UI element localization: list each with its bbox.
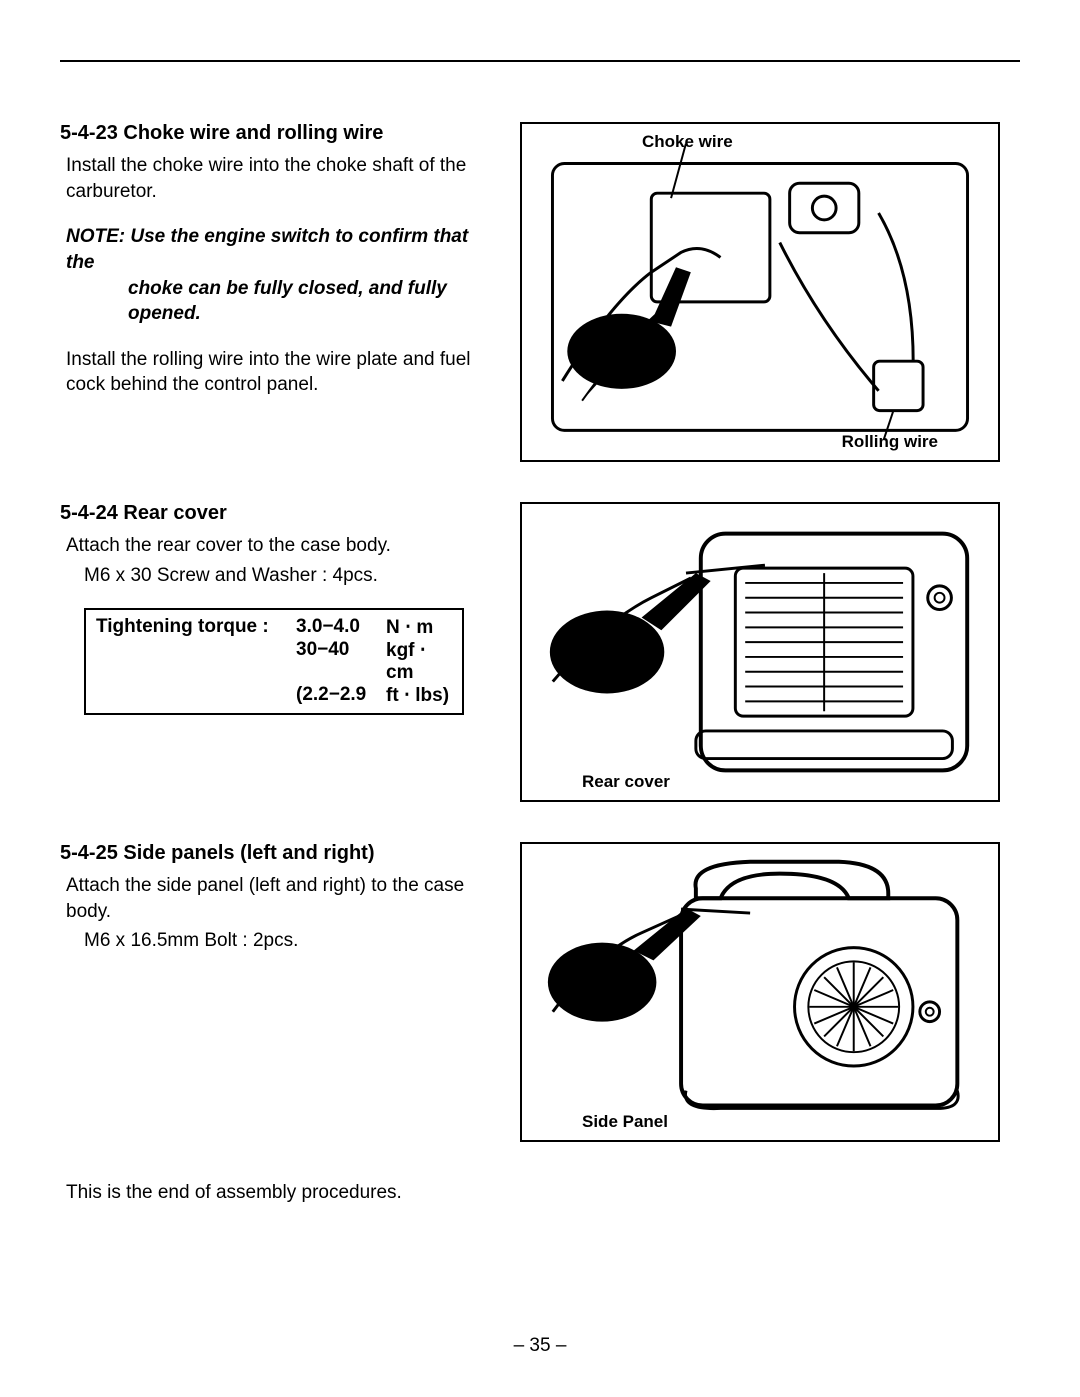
- para-s1-1: Install the choke wire into the choke sh…: [66, 153, 500, 204]
- para-s2-2: M6 x 30 Screw and Washer : 4pcs.: [84, 563, 500, 589]
- fig-label-choke-wire: Choke wire: [642, 132, 733, 152]
- para-s2-1: Attach the rear cover to the case body.: [66, 533, 500, 559]
- section-5-4-23: 5-4-23 Choke wire and rolling wire Insta…: [60, 122, 1020, 462]
- torque-row-2: 30−40 kgf ⋅ cm: [96, 639, 452, 684]
- torque-r3-val: (2.2−2.9: [296, 684, 386, 707]
- torque-box: Tightening torque : 3.0−4.0 N ⋅ m 30−40 …: [84, 608, 464, 715]
- figcol-3: Side Panel: [520, 842, 1000, 1142]
- torque-r3-unit: ft ⋅ lbs): [386, 684, 452, 707]
- diagram-side-panel-icon: [522, 844, 998, 1140]
- heading-5-4-24: 5-4-24 Rear cover: [60, 502, 500, 525]
- note-rest: choke can be fully closed, and fully ope…: [66, 276, 500, 327]
- end-text: This is the end of assembly procedures.: [66, 1182, 1020, 1204]
- para-s3-1: Attach the side panel (left and right) t…: [66, 873, 500, 924]
- section-5-4-25: 5-4-25 Side panels (left and right) Atta…: [60, 842, 1020, 1142]
- figure-rear-cover: Rear cover: [520, 502, 1000, 802]
- heading-5-4-25: 5-4-25 Side panels (left and right): [60, 842, 500, 865]
- torque-row-3: (2.2−2.9 ft ⋅ lbs): [96, 684, 452, 707]
- note-s1: NOTE: Use the engine switch to confirm t…: [66, 224, 500, 327]
- note-lead: NOTE: Use the engine switch to confirm t…: [66, 226, 468, 273]
- heading-5-4-23: 5-4-23 Choke wire and rolling wire: [60, 122, 500, 145]
- fig-label-side-panel: Side Panel: [582, 1112, 668, 1132]
- para-s1-2: Install the rolling wire into the wire p…: [66, 347, 500, 398]
- figure-choke-wire: Choke wire Rolling wire: [520, 122, 1000, 462]
- page: 5-4-23 Choke wire and rolling wire Insta…: [0, 0, 1080, 1244]
- section-5-4-24: 5-4-24 Rear cover Attach the rear cover …: [60, 502, 1020, 802]
- torque-r1-val: 3.0−4.0: [296, 616, 386, 639]
- torque-r1-unit: N ⋅ m: [386, 616, 452, 639]
- figcol-1: Choke wire Rolling wire: [520, 122, 1000, 462]
- figure-side-panel: Side Panel: [520, 842, 1000, 1142]
- top-rule: [60, 60, 1020, 62]
- torque-label: Tightening torque :: [96, 616, 296, 639]
- fig-label-rolling-wire: Rolling wire: [842, 432, 938, 452]
- page-number: – 35 –: [0, 1335, 1080, 1357]
- torque-r2-val: 30−40: [296, 639, 386, 684]
- para-s3-2: M6 x 16.5mm Bolt : 2pcs.: [84, 928, 500, 954]
- textcol-3: 5-4-25 Side panels (left and right) Atta…: [60, 842, 520, 974]
- diagram-rear-cover-icon: [522, 504, 998, 800]
- torque-r2-unit: kgf ⋅ cm: [386, 639, 452, 684]
- torque-row-1: Tightening torque : 3.0−4.0 N ⋅ m: [96, 616, 452, 639]
- fig-label-rear-cover: Rear cover: [582, 772, 670, 792]
- textcol-1: 5-4-23 Choke wire and rolling wire Insta…: [60, 122, 520, 418]
- figcol-2: Rear cover: [520, 502, 1000, 802]
- diagram-choke-icon: [522, 124, 998, 460]
- textcol-2: 5-4-24 Rear cover Attach the rear cover …: [60, 502, 520, 715]
